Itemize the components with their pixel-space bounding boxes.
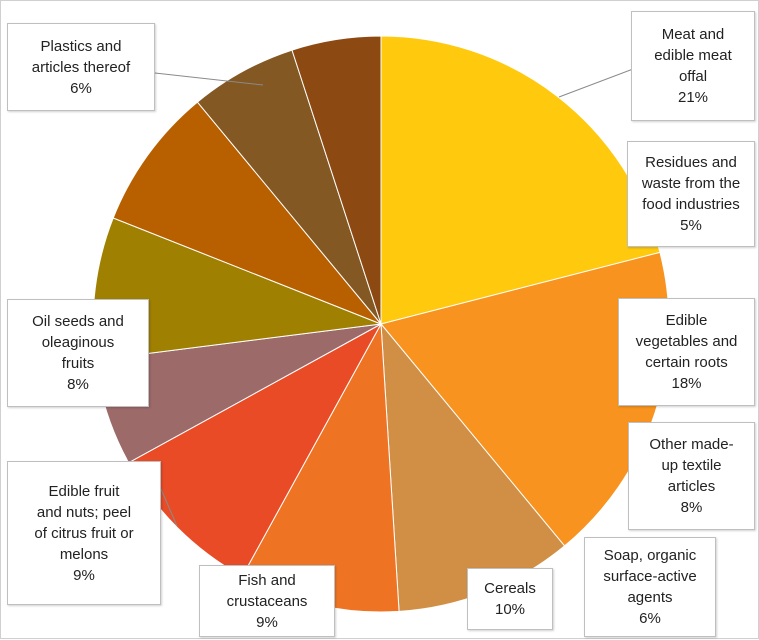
label-residues: Residues and waste from the food industr… <box>627 141 755 247</box>
leader-fruit <box>160 488 178 527</box>
label-vegetables: Edible vegetables and certain roots 18% <box>618 298 755 406</box>
label-textile: Other made- up textile articles 8% <box>628 422 755 530</box>
pie-slice-9 <box>291 35 382 325</box>
pie-slice-1 <box>380 251 670 547</box>
label-cereals: Cereals 10% <box>467 568 553 630</box>
label-plastics: Plastics and articles thereof 6% <box>7 23 155 111</box>
label-soap: Soap, organic surface-active agents 6% <box>584 537 716 637</box>
label-fruit: Edible fruit and nuts; peel of citrus fr… <box>7 461 161 605</box>
label-meat: Meat and edible meat offal 21% <box>631 11 755 121</box>
label-oil-seeds: Oil seeds and oleaginous fruits 8% <box>7 299 149 407</box>
pie-slice-7 <box>112 101 382 325</box>
label-fish: Fish and crustaceans 9% <box>199 565 335 637</box>
leader-plastics <box>154 72 264 86</box>
